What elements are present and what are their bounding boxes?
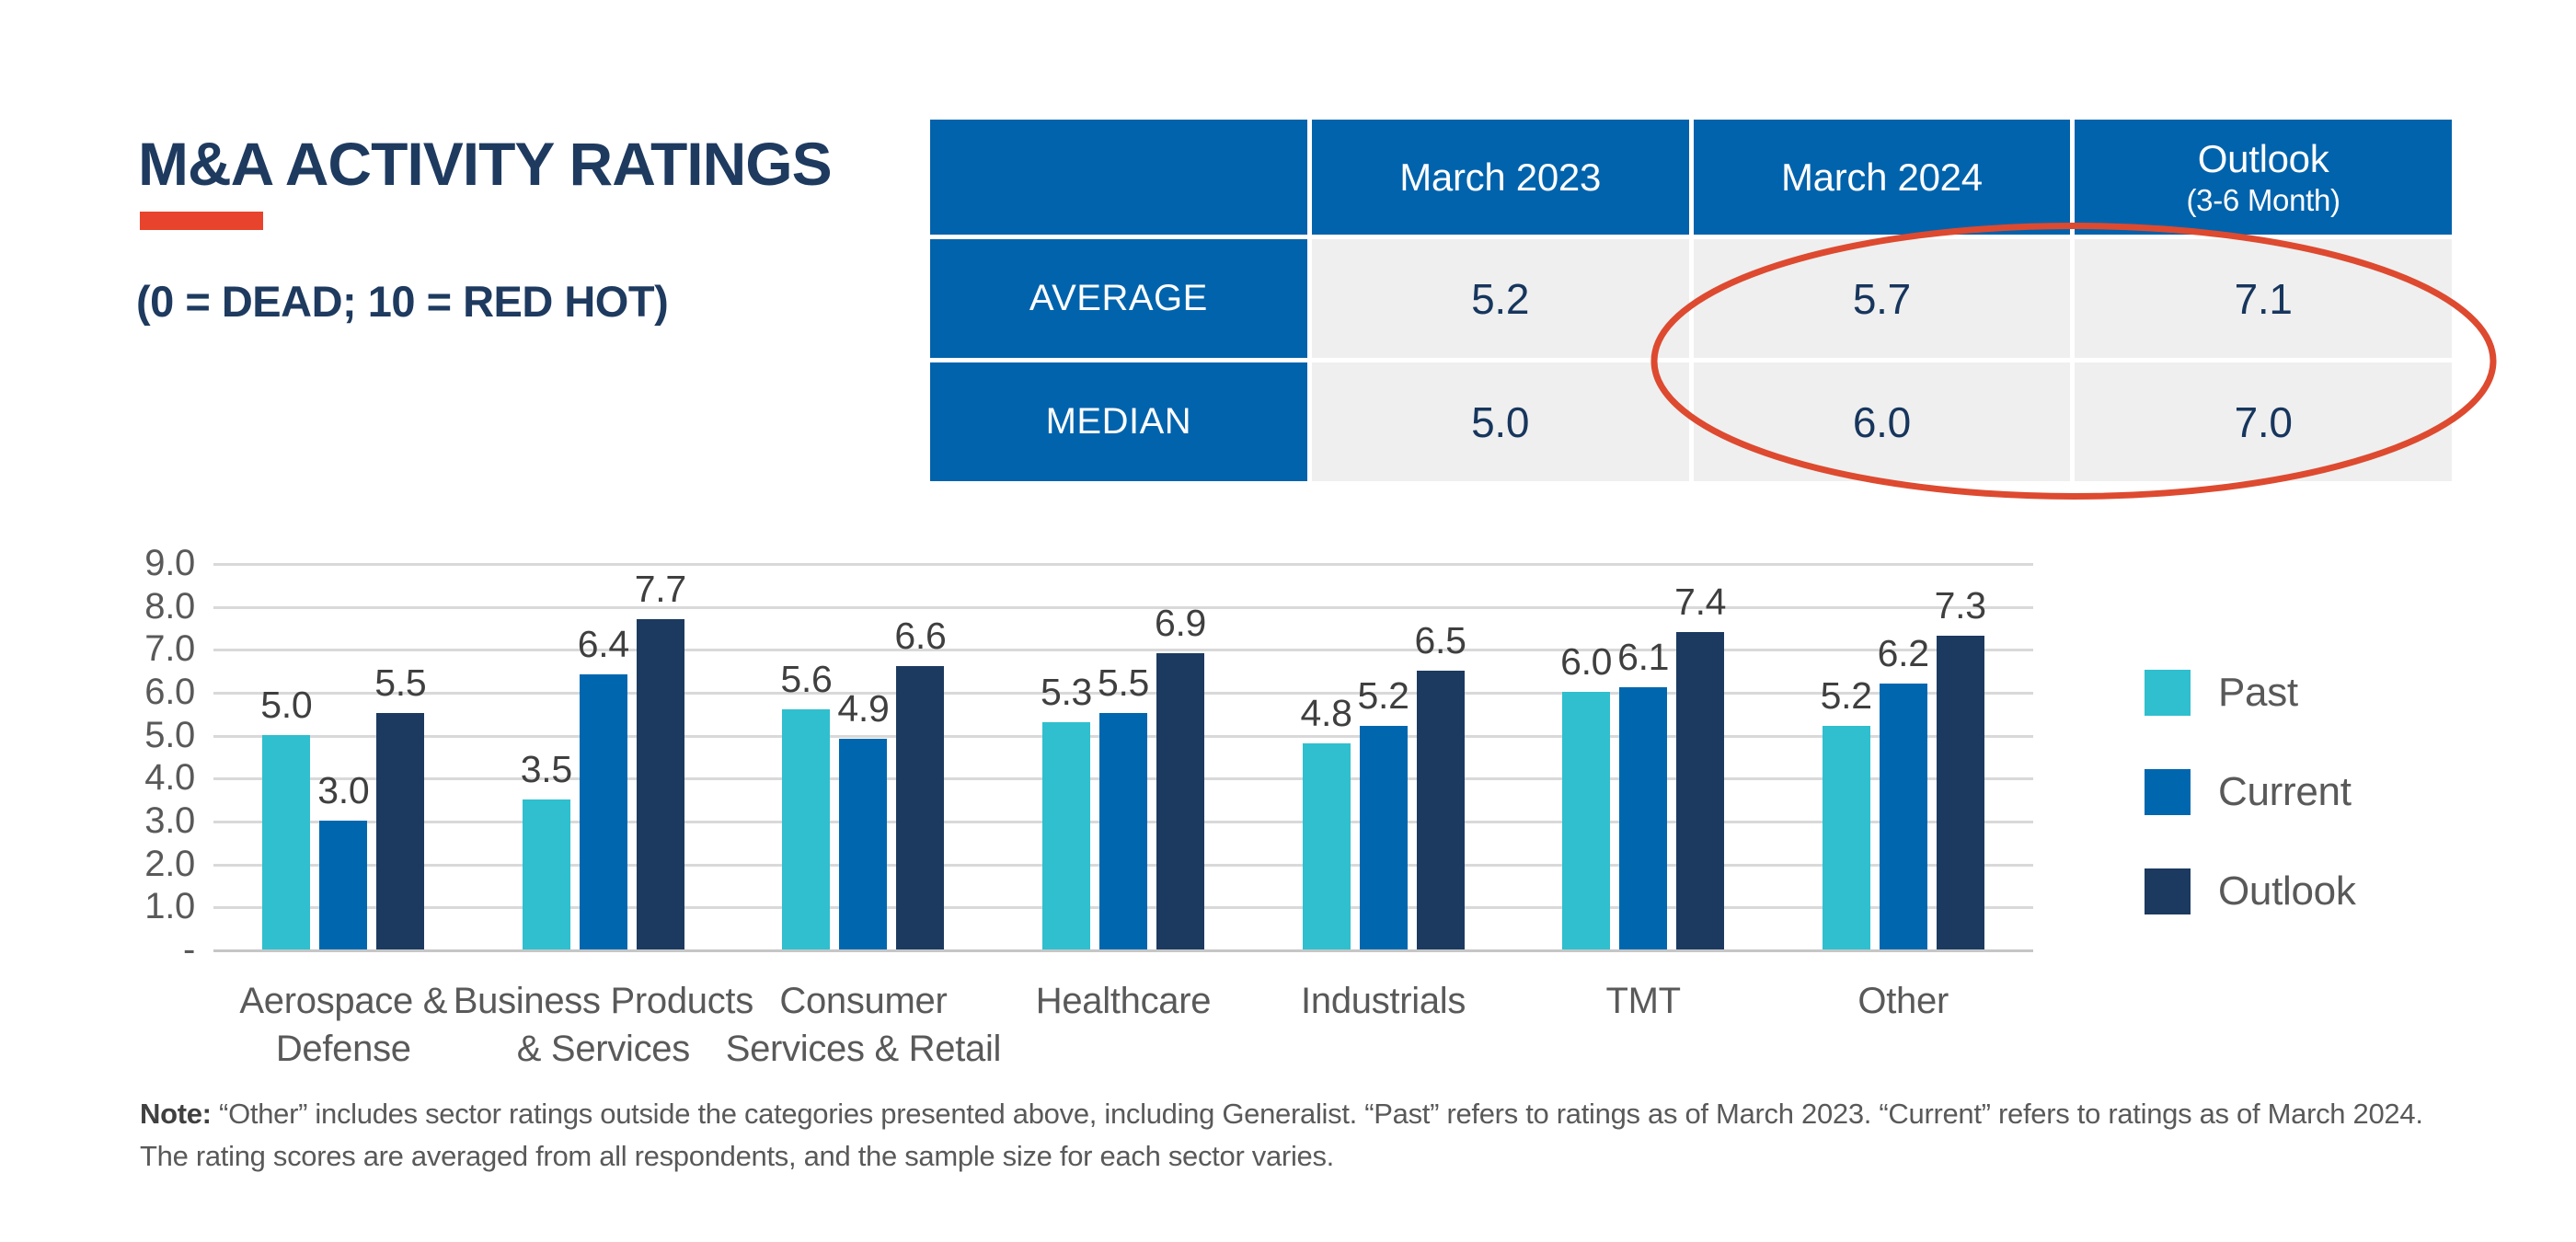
bar <box>636 618 684 949</box>
category-label: TMT <box>1605 981 1681 1021</box>
bar <box>1359 726 1408 949</box>
y-tick-label: 4.0 <box>144 757 195 799</box>
bar <box>1156 653 1204 949</box>
bar-value-label: 5.5 <box>1097 661 1150 705</box>
y-tick-label: 6.0 <box>144 672 195 712</box>
legend-label: Past <box>2218 670 2298 715</box>
bar <box>1822 726 1870 949</box>
bar-value-label: 7.7 <box>634 567 686 610</box>
legend-item: Current <box>2145 769 2356 815</box>
y-tick-label: 8.0 <box>144 585 195 627</box>
bar <box>1302 743 1351 949</box>
category-label: Other <box>1857 981 1949 1021</box>
bar-value-label: 5.6 <box>780 657 833 700</box>
chart-legend: Past Current Outlook <box>2145 670 2356 914</box>
bar <box>262 734 311 949</box>
bar-value-label: 5.3 <box>1040 670 1093 713</box>
bar-value-label: 6.5 <box>1414 618 1466 661</box>
y-tick-label: 2.0 <box>144 843 195 884</box>
col-header-outlook: Outlook (3-6 Month) <box>2075 120 2452 235</box>
bar <box>896 666 945 949</box>
rating-scale-caption: (0 = DEAD; 10 = RED HOT) <box>136 277 669 326</box>
gridline <box>213 605 2033 609</box>
legend-item: Outlook <box>2145 868 2356 914</box>
title-underline <box>140 212 263 230</box>
bar <box>522 799 570 949</box>
bar-value-label: 6.0 <box>1560 640 1613 683</box>
footnote: Note: “Other” includes sector ratings ou… <box>140 1093 2458 1178</box>
y-tick-label: 3.0 <box>144 800 195 841</box>
bar <box>1619 687 1668 949</box>
bar <box>1042 721 1090 949</box>
bar <box>1416 670 1465 949</box>
y-tick-label: 7.0 <box>144 628 195 670</box>
legend-label: Outlook <box>2218 868 2356 914</box>
footnote-text: “Other” includes sector ratings outside … <box>140 1098 2423 1172</box>
category-label: Healthcare <box>1035 981 1212 1021</box>
legend-item: Past <box>2145 670 2356 716</box>
bar <box>1879 683 1927 949</box>
outlook-header-main: Outlook <box>2197 136 2329 180</box>
bar-value-label: 6.4 <box>577 623 629 666</box>
gridline <box>213 563 2033 566</box>
col-header-march-2024: March 2024 <box>1693 120 2071 235</box>
bar-value-label: 4.9 <box>837 687 890 730</box>
bar <box>1099 713 1147 949</box>
category-label: Industrials <box>1301 981 1466 1021</box>
x-axis-line <box>213 949 2033 952</box>
legend-swatch <box>2145 670 2191 716</box>
legend-label: Current <box>2218 769 2352 814</box>
row-header-average: AVERAGE <box>930 239 1307 358</box>
bar-value-label: 6.1 <box>1617 636 1670 679</box>
outlook-header-subtext: (3-6 Month) <box>2186 182 2340 217</box>
bar-value-label: 5.2 <box>1820 674 1872 718</box>
category-label: Consumer Services & Retail <box>725 981 1002 1069</box>
bar <box>376 713 425 949</box>
bar <box>579 674 627 949</box>
footnote-label: Note: <box>140 1098 212 1130</box>
bar <box>319 821 368 949</box>
bar-value-label: 5.5 <box>374 661 427 705</box>
bar-value-label: 3.0 <box>317 769 370 811</box>
bar-value-label: 5.2 <box>1357 674 1409 718</box>
legend-swatch <box>2145 769 2191 815</box>
bar <box>1562 692 1611 949</box>
category-label: Aerospace & Defense <box>239 981 448 1069</box>
table-value-average-march-2023: 5.2 <box>1311 239 1689 358</box>
legend-swatch <box>2145 868 2191 914</box>
bar-value-label: 4.8 <box>1300 692 1352 734</box>
bar <box>1676 631 1725 949</box>
gridline <box>213 649 2033 652</box>
bar-value-label: 5.0 <box>260 683 313 726</box>
y-tick-label: 5.0 <box>144 714 195 755</box>
table-corner-cell <box>930 120 1307 235</box>
bar-value-label: 7.3 <box>1934 584 1986 627</box>
bar-value-label: 7.4 <box>1674 580 1727 623</box>
page-title: M&A ACTIVITY RATINGS <box>138 130 833 198</box>
bar <box>1936 636 1984 949</box>
col-header-march-2023: March 2023 <box>1311 120 1689 235</box>
bar-value-label: 6.9 <box>1154 602 1207 644</box>
bar-value-label: 3.5 <box>520 747 572 790</box>
y-tick-label: 9.0 <box>144 543 195 583</box>
y-tick-zero-label: - <box>182 929 195 970</box>
table-value-median-march-2023: 5.0 <box>1311 362 1689 481</box>
y-tick-label: 1.0 <box>144 886 195 927</box>
bar <box>839 739 888 949</box>
bar-value-label: 6.2 <box>1877 631 1929 674</box>
bar-value-label: 6.6 <box>894 615 947 657</box>
row-header-median: MEDIAN <box>930 362 1307 481</box>
bar <box>782 708 831 949</box>
gridline <box>213 692 2033 695</box>
category-label: Business Products & Services <box>453 981 753 1069</box>
